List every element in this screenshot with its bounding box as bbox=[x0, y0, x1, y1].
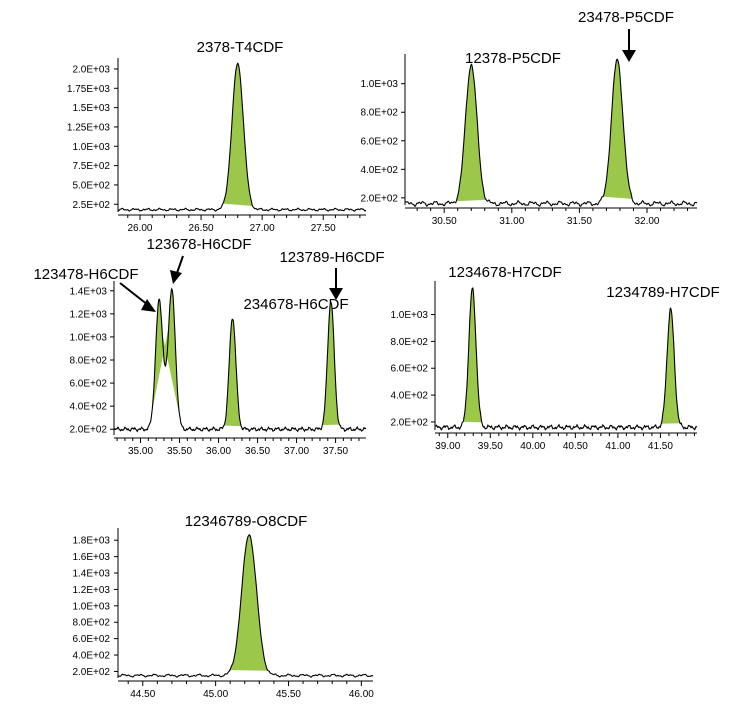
x-tick-label: 46.00 bbox=[349, 689, 374, 700]
y-tick-label: 8.0E+02 bbox=[69, 356, 107, 367]
peak-label-1234789-h7cdf: 1234789-H7CDF bbox=[606, 284, 719, 301]
x-tick-label: 35.00 bbox=[128, 446, 153, 457]
y-tick-label: 8.0E+02 bbox=[72, 618, 110, 629]
x-tick-label: 30.50 bbox=[432, 216, 457, 227]
y-tick-label: 8.0E+02 bbox=[390, 337, 428, 348]
x-tick-label: 27.50 bbox=[311, 223, 336, 234]
peak-area bbox=[661, 308, 681, 424]
x-tick-label: 26.00 bbox=[127, 223, 152, 234]
y-tick-label: 6.0E+02 bbox=[390, 364, 428, 375]
peak-label-12346789-o8cdf: 12346789-O8CDF bbox=[185, 513, 308, 530]
peak-area bbox=[222, 63, 253, 207]
y-tick-label: 2.0E+02 bbox=[72, 667, 110, 678]
y-tick-label: 1.75E+03 bbox=[67, 84, 111, 95]
y-tick-label: 1.4E+03 bbox=[72, 569, 110, 580]
y-tick-label: 1.0E+03 bbox=[72, 601, 110, 612]
x-tick-label: 37.00 bbox=[284, 446, 309, 457]
panel-p5cdf: 12378-P5CDF 23478-P5CDF 2.0E+02 4.0E+02 6.… bbox=[360, 9, 698, 227]
x-tick-label: 41.50 bbox=[648, 441, 673, 452]
peak-area bbox=[223, 319, 242, 427]
y-tick-label: 1.0E+03 bbox=[360, 79, 398, 90]
arrow-123789-h6cdf bbox=[329, 268, 343, 300]
chromatogram-trace bbox=[404, 58, 698, 208]
peak-area bbox=[463, 287, 482, 423]
y-tick-label: 1.8E+03 bbox=[72, 536, 110, 547]
y-tick-label: 6.0E+02 bbox=[360, 136, 398, 147]
chromatogram-trace bbox=[117, 534, 374, 678]
arrow-23478-p5cdf bbox=[622, 29, 636, 62]
y-tick-label: 4.0E+02 bbox=[360, 165, 398, 176]
panel-o8cdf: 12346789-O8CDF 2.0E+02 4.0E+02 6.0E+02 8.0E… bbox=[72, 513, 374, 700]
x-tick-label: 36.00 bbox=[206, 446, 231, 457]
peak-label-123789-h6cdf: 123789-H6CDF bbox=[279, 249, 384, 266]
y-tick-label: 6.0E+02 bbox=[72, 634, 110, 645]
y-tick-label: 2.0E+02 bbox=[360, 193, 398, 204]
y-tick-label: 7.5E+02 bbox=[72, 161, 110, 172]
y-tick-label: 8.0E+02 bbox=[360, 108, 398, 119]
y-tick-label: 6.0E+02 bbox=[69, 379, 107, 390]
x-tick-label: 36.50 bbox=[245, 446, 270, 457]
x-tick-label: 26.50 bbox=[189, 223, 214, 234]
x-tick-label: 44.50 bbox=[130, 689, 155, 700]
x-tick-label: 45.00 bbox=[203, 689, 228, 700]
y-tick-label: 2.0E+03 bbox=[72, 64, 110, 75]
arrow-123478-h6cdf bbox=[119, 282, 156, 312]
x-tick-label: 39.00 bbox=[435, 441, 460, 452]
arrow-123678-h6cdf bbox=[170, 255, 184, 284]
x-tick-label: 39.50 bbox=[478, 441, 503, 452]
peak-area bbox=[602, 59, 633, 199]
peak-area bbox=[149, 299, 169, 424]
y-tick-label: 1.2E+03 bbox=[72, 585, 110, 596]
x-tick-label: 41.00 bbox=[605, 441, 630, 452]
peak-label-1234678-h7cdf: 1234678-H7CDF bbox=[448, 264, 561, 281]
panel-2378-t4cdf: 2378-T4CDF 2.5E+02 5.0E+02 7.5E+02 1.0E+03 1… bbox=[67, 39, 367, 234]
y-tick-label: 2.0E+02 bbox=[69, 425, 107, 436]
x-tick-label: 31.50 bbox=[567, 216, 592, 227]
y-tick-label: 4.0E+02 bbox=[72, 651, 110, 662]
peak-label-2378-t4cdf: 2378-T4CDF bbox=[197, 39, 284, 56]
x-tick-label: 40.00 bbox=[520, 441, 545, 452]
x-tick-label: 45.50 bbox=[276, 689, 301, 700]
x-tick-label: 27.00 bbox=[250, 223, 275, 234]
peak-area bbox=[322, 301, 340, 426]
peak-label-12378-p5cdf: 12378-P5CDF bbox=[465, 50, 561, 67]
chromatogram-trace bbox=[113, 287, 367, 433]
y-tick-label: 1.2E+03 bbox=[69, 309, 107, 320]
x-tick-label: 32.00 bbox=[634, 216, 659, 227]
peak-label-123478-h6cdf: 123478-H6CDF bbox=[33, 266, 138, 283]
y-tick-label: 1.0E+03 bbox=[390, 310, 428, 321]
x-tick-label: 31.00 bbox=[499, 216, 524, 227]
y-tick-label: 1.6E+03 bbox=[72, 552, 110, 563]
y-tick-label: 5.0E+02 bbox=[72, 180, 110, 191]
y-tick-label: 1.0E+03 bbox=[72, 142, 110, 153]
x-tick-label: 40.50 bbox=[563, 441, 588, 452]
y-tick-label: 1.25E+03 bbox=[67, 122, 111, 133]
peak-area bbox=[456, 64, 487, 202]
chromatogram-trace bbox=[434, 287, 698, 432]
peak-label-123678-h6cdf: 123678-H6CDF bbox=[146, 236, 251, 253]
x-tick-label: 37.50 bbox=[323, 446, 348, 457]
chromatogram-trace bbox=[117, 62, 367, 212]
peak-label-23478-p5cdf: 23478-P5CDF bbox=[578, 9, 674, 26]
panel-h7cdf: 1234678-H7CDF 1234789-H7CDF 2.0E+02 4.0E+… bbox=[390, 264, 719, 452]
y-tick-label: 4.0E+02 bbox=[69, 402, 107, 413]
y-tick-label: 1.0E+03 bbox=[69, 332, 107, 343]
y-tick-label: 2.5E+02 bbox=[72, 200, 110, 211]
panel-h6cdf: 123478-H6CDF 123678-H6CDF 234678-H6CDF 1… bbox=[33, 236, 384, 457]
y-tick-label: 1.5E+03 bbox=[72, 103, 110, 114]
y-tick-label: 4.0E+02 bbox=[390, 391, 428, 402]
y-tick-label: 1.4E+03 bbox=[69, 286, 107, 297]
peak-area bbox=[162, 288, 182, 424]
peak-label-234678-h6cdf: 234678-H6CDF bbox=[243, 296, 348, 313]
x-tick-label: 35.50 bbox=[167, 446, 192, 457]
peak-area bbox=[229, 534, 269, 671]
y-tick-label: 2.0E+02 bbox=[390, 417, 428, 428]
